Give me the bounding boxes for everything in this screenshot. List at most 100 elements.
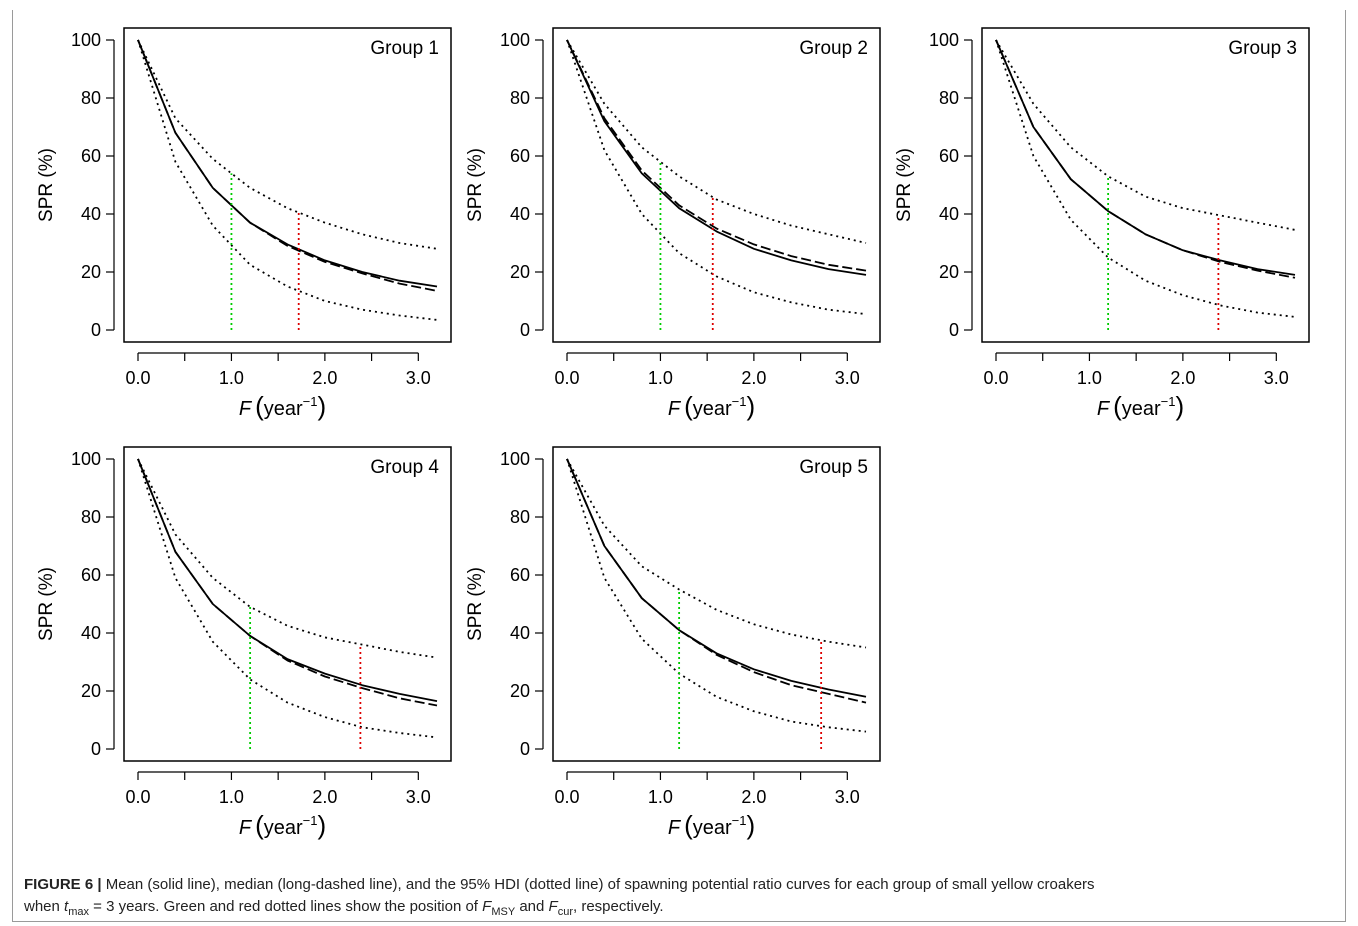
x-label-paren-close: ) (746, 810, 755, 840)
x-label-paren-close: ) (746, 391, 755, 421)
chart-panel-5: 0 20 40 60 80 100 0.0 1.0 2.0 3.0 SPR (%) F (year−1)… (465, 446, 881, 840)
caption-text-2b: = 3 years. Green and red dotted lines sh… (88, 898, 483, 915)
x-label-exponent: −1 (732, 394, 747, 409)
plot-box (123, 446, 452, 762)
series-dashed-curve (137, 39, 438, 292)
x-label-exponent: −1 (303, 813, 318, 828)
x-tick-label: 0.0 (554, 787, 579, 807)
y-tick-label: 80 (939, 88, 959, 108)
x-tick-label: 1.0 (648, 368, 673, 388)
x-label-unit: year (264, 398, 303, 420)
y-axis-label: SPR (%) (465, 567, 486, 641)
y-tick-label: 100 (71, 449, 101, 469)
group-title: Group 5 (799, 457, 868, 478)
series-dotted-curve (137, 458, 438, 739)
x-label-exponent: −1 (1161, 394, 1176, 409)
caption-f-symbol-2: F (548, 898, 558, 915)
y-tick-label: 0 (949, 320, 959, 340)
y-tick-label: 60 (81, 565, 101, 585)
x-label-paren-open: ( (684, 810, 693, 840)
y-tick-label: 20 (510, 262, 530, 282)
series-dotted-curve (137, 39, 438, 250)
caption-text-1: Mean (solid line), median (long-dashed l… (101, 876, 1095, 893)
series-solid-curve (566, 458, 867, 698)
x-label-unit: year (693, 817, 732, 839)
plot-box (552, 27, 881, 343)
group-title: Group 3 (1228, 38, 1297, 59)
series-dotted-curve (137, 458, 438, 659)
caption-text-2c: and (515, 898, 549, 915)
x-label-symbol: F (239, 398, 253, 420)
x-tick-label: 3.0 (406, 368, 431, 388)
series-dotted-curve (566, 39, 867, 315)
chart-panel-2: 0 20 40 60 80 100 0.0 1.0 2.0 3.0 SPR (%) F (year−1)… (465, 27, 881, 421)
x-label-paren-close: ) (317, 391, 326, 421)
x-label-symbol: F (668, 398, 682, 420)
series-dashed-curve (995, 39, 1296, 279)
x-tick-label: 2.0 (312, 787, 337, 807)
x-label-exponent: −1 (303, 394, 318, 409)
x-tick-label: 3.0 (835, 787, 860, 807)
figure-caption: FIGURE 6 | Mean (solid line), median (lo… (24, 874, 1324, 918)
x-label-paren-open: ( (255, 391, 264, 421)
series-dashed-curve (137, 458, 438, 707)
series-dashed-curve (566, 39, 867, 272)
x-tick-label: 2.0 (741, 368, 766, 388)
y-tick-label: 40 (939, 204, 959, 224)
group-title: Group 4 (370, 457, 439, 478)
y-tick-label: 40 (510, 204, 530, 224)
x-tick-label: 1.0 (1077, 368, 1102, 388)
series-solid-curve (566, 39, 867, 276)
y-tick-label: 0 (91, 320, 101, 340)
caption-t-symbol: t (64, 898, 69, 915)
y-tick-label: 0 (520, 320, 530, 340)
x-tick-label: 1.0 (219, 787, 244, 807)
y-tick-label: 0 (520, 739, 530, 759)
x-label-paren-close: ) (1175, 391, 1184, 421)
x-tick-label: 2.0 (1170, 368, 1195, 388)
x-axis-label: F (year−1) (239, 810, 326, 840)
x-axis-label: F (year−1) (668, 391, 755, 421)
caption-line-1: FIGURE 6 | Mean (solid line), median (lo… (24, 874, 1324, 896)
x-axis-label: F (year−1) (668, 810, 755, 840)
x-tick-label: 3.0 (835, 368, 860, 388)
series-dotted-curve (566, 458, 867, 649)
caption-line-2: when tmax = 3 years. Green and red dotte… (24, 896, 1324, 918)
y-tick-label: 0 (91, 739, 101, 759)
y-tick-label: 100 (71, 30, 101, 50)
y-tick-label: 60 (81, 146, 101, 166)
y-axis-label: SPR (%) (36, 567, 57, 641)
x-axis-label: F (year−1) (1097, 391, 1184, 421)
x-tick-label: 0.0 (554, 368, 579, 388)
y-tick-label: 80 (81, 507, 101, 527)
caption-figure-label: FIGURE 6 | (24, 876, 102, 893)
y-tick-label: 60 (510, 565, 530, 585)
y-tick-label: 100 (500, 30, 530, 50)
x-tick-label: 0.0 (125, 787, 150, 807)
series-solid-curve (137, 458, 438, 702)
y-tick-label: 20 (510, 681, 530, 701)
x-label-paren-close: ) (317, 810, 326, 840)
x-tick-label: 1.0 (648, 787, 673, 807)
y-tick-label: 60 (510, 146, 530, 166)
y-axis-label: SPR (%) (894, 148, 915, 222)
y-tick-label: 20 (81, 262, 101, 282)
x-label-symbol: F (1097, 398, 1111, 420)
y-tick-label: 80 (510, 507, 530, 527)
chart-panel-3: 0 20 40 60 80 100 0.0 1.0 2.0 3.0 SPR (%) F (year−1)… (894, 27, 1310, 421)
y-tick-label: 20 (939, 262, 959, 282)
series-dotted-curve (566, 458, 867, 733)
caption-fcur-sub: cur (557, 906, 573, 918)
y-tick-label: 40 (81, 623, 101, 643)
y-axis-label: SPR (%) (36, 148, 57, 222)
x-label-unit: year (693, 398, 732, 420)
caption-t-sub: max (68, 906, 89, 918)
plot-box (552, 446, 881, 762)
plot-box (981, 27, 1310, 343)
caption-fmsy-sub: MSY (491, 906, 516, 918)
series-dotted-curve (566, 39, 867, 244)
group-title: Group 1 (370, 38, 439, 59)
x-tick-label: 0.0 (983, 368, 1008, 388)
caption-text-2a: when (24, 898, 65, 915)
